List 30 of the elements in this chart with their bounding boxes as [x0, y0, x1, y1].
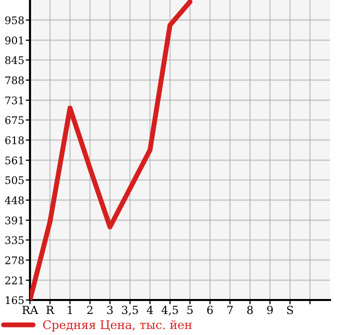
- y-tick-label: 901: [5, 36, 23, 44]
- y-tick-label: 618: [5, 136, 24, 144]
- y-tick-label: 448: [4, 196, 24, 204]
- x-tick-label: 3,5: [122, 306, 138, 316]
- y-tick-label: 278: [5, 256, 24, 264]
- y-tick-label: 561: [5, 156, 23, 164]
- x-tick-label: 6: [207, 306, 213, 314]
- y-tick-label: 221: [5, 276, 23, 284]
- y-tick-label: 335: [5, 236, 24, 244]
- y-tick-label: 958: [5, 16, 24, 24]
- x-tick-label: RA: [22, 306, 38, 314]
- x-tick-label: 1: [68, 306, 72, 314]
- x-tick-label: 4,5: [162, 306, 178, 316]
- y-tick-label: 505: [5, 176, 24, 184]
- legend-label: Средняя Цена, тыс. йен: [43, 320, 192, 332]
- x-tick-label: R: [46, 306, 54, 314]
- x-tick-label: 4: [146, 306, 153, 314]
- x-tick-label: 2: [87, 306, 92, 314]
- x-tick-label: 8: [247, 306, 253, 314]
- x-tick-label: 3: [107, 306, 113, 314]
- x-tick-label: S: [287, 306, 293, 314]
- y-tick-label: 731: [5, 96, 23, 104]
- x-tick-label: 5: [187, 306, 193, 314]
- y-tick-label: 165: [6, 296, 24, 304]
- x-tick-label: 7: [227, 306, 233, 314]
- y-tick-label: 845: [5, 56, 24, 64]
- y-tick-label: 675: [5, 116, 24, 124]
- y-tick-label: 391: [5, 216, 23, 224]
- y-tick-label: 788: [5, 76, 24, 84]
- x-tick-label: 9: [267, 306, 273, 314]
